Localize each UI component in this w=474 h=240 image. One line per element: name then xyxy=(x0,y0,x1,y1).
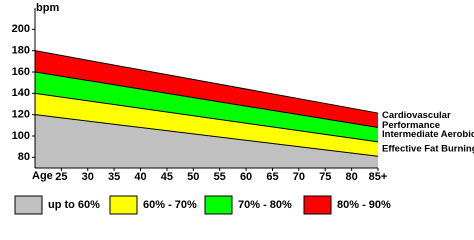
legend-label: 80% - 90% xyxy=(337,199,391,211)
legend-label: 60% - 70% xyxy=(143,199,197,211)
x-tick-label: 25 xyxy=(55,171,67,183)
zone-boundary xyxy=(34,92,379,143)
zone-annotation: Effective Fat Burning xyxy=(382,144,474,155)
x-tick-label: 60 xyxy=(240,171,252,183)
x-tick-label: 70 xyxy=(293,171,305,183)
zone-annotation: Intermediate Aerobic xyxy=(382,129,474,140)
x-tick-label: 80 xyxy=(345,171,357,183)
x-tick-label: 50 xyxy=(187,171,199,183)
legend-label: up to 60% xyxy=(48,199,100,211)
y-tick-label: 120 xyxy=(12,109,30,121)
zone-area xyxy=(35,93,378,157)
x-tick-label: 45 xyxy=(161,171,173,183)
x-tick-label: 85+ xyxy=(369,171,388,183)
zone-area xyxy=(35,114,378,168)
legend-swatch xyxy=(14,195,43,215)
zone-area xyxy=(35,72,378,142)
zone-boundary xyxy=(34,50,379,114)
x-tick-label: 65 xyxy=(266,171,278,183)
legend-label: 70% - 80% xyxy=(238,199,292,211)
legend-swatch xyxy=(204,195,233,215)
y-axis-label: bpm xyxy=(36,2,59,14)
y-tick-label: 200 xyxy=(12,23,30,35)
x-axis-label: Age xyxy=(32,170,53,182)
x-tick-label: 40 xyxy=(134,171,146,183)
zone-annotation: Cardiovascular xyxy=(382,110,451,121)
y-tick-label: 160 xyxy=(12,66,30,78)
x-tick-label: 55 xyxy=(214,171,226,183)
zone-boundary xyxy=(34,71,379,128)
y-tick-label: 180 xyxy=(12,45,30,57)
zone-area xyxy=(35,50,378,128)
y-tick-label: 140 xyxy=(12,87,30,99)
x-tick-label: 35 xyxy=(108,171,120,183)
x-tick-label: 30 xyxy=(82,171,94,183)
y-tick-label: 100 xyxy=(12,130,30,142)
zone-annotation: Performance xyxy=(382,120,440,131)
chart: bpm Age 80 100 120 140 160 180 200 25 30 35 40 45 50… xyxy=(12,2,474,215)
y-tick-label: 80 xyxy=(18,151,30,163)
legend-swatch xyxy=(109,195,138,215)
legend-swatch xyxy=(303,195,332,215)
zone-boundary xyxy=(34,114,379,157)
x-tick-label: 75 xyxy=(319,171,331,183)
